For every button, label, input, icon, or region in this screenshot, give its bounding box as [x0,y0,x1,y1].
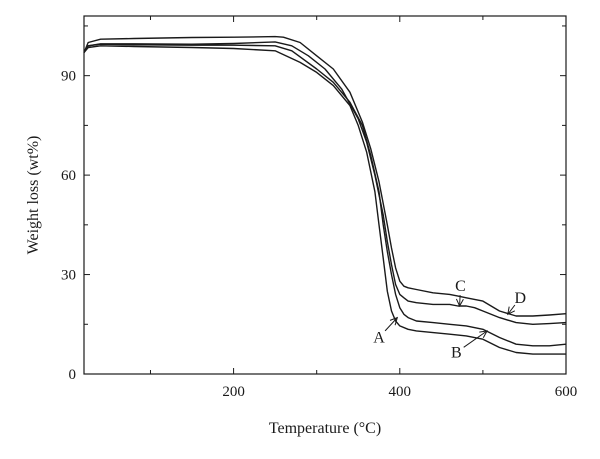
series-line-a [83,45,566,355]
annotation-arrowhead-a [389,316,399,326]
x-axis-title: Temperature (°C) [269,420,381,437]
x-tick-label: 400 [389,384,412,400]
annotation-label-d: D [515,290,527,307]
x-tick-label: 200 [222,384,245,400]
annotation-label-a: A [373,330,385,347]
y-tick-label: 60 [61,168,76,184]
series-line-d [83,35,567,317]
series-line-c [83,41,567,325]
annotation-arrowhead-b [479,330,489,339]
annotation-label-b: B [451,344,462,361]
axis-ticks: 200 400 600 0 30 60 90 [61,16,577,400]
series-curves [83,35,567,355]
plot-frame [83,15,567,375]
y-tick-label: 0 [69,367,77,383]
annotation-arrowhead-d [507,306,516,316]
annotation-arrowhead-c [455,298,464,308]
y-tick-label: 30 [61,268,76,284]
annotations: A B C D [373,278,526,361]
series-line-b [83,43,567,347]
x-tick-label: 600 [555,384,578,400]
annotation-arrow-c [459,295,461,307]
annotation-arrow-d [507,304,516,315]
y-tick-label: 90 [61,69,76,85]
annotation-arrow-b [463,330,488,348]
annotation-arrow-a [384,317,398,332]
y-axis-title: Weight loss (wt%) [25,136,42,255]
annotation-label-c: C [455,278,466,295]
